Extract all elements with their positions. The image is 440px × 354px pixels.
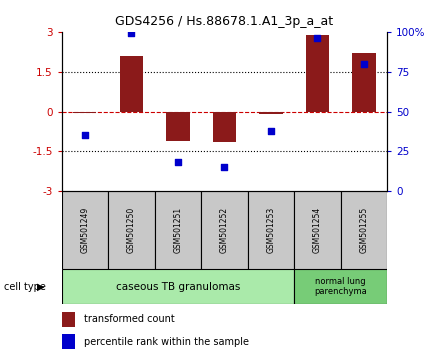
Bar [341,191,387,269]
Bar [62,312,75,327]
Text: GSM501251: GSM501251 [173,207,183,253]
Bar [166,112,190,141]
Text: GSM501254: GSM501254 [313,207,322,253]
Title: GDS4256 / Hs.88678.1.A1_3p_a_at: GDS4256 / Hs.88678.1.A1_3p_a_at [115,15,334,28]
Text: transformed count: transformed count [84,314,174,324]
Bar [201,191,248,269]
Bar [259,112,282,114]
Point [174,160,181,165]
Text: caseous TB granulomas: caseous TB granulomas [116,282,240,292]
Bar [62,334,75,349]
Bar [248,191,294,269]
Bar [306,35,329,112]
Text: ▶: ▶ [37,282,45,292]
Text: percentile rank within the sample: percentile rank within the sample [84,337,249,347]
Point [360,61,367,67]
Text: cell type: cell type [4,282,46,292]
Bar [154,191,201,269]
Bar [352,53,376,112]
Point [268,128,275,133]
Text: GSM501250: GSM501250 [127,207,136,253]
Bar [294,191,341,269]
Text: normal lung
parenchyma: normal lung parenchyma [314,277,367,296]
Text: GSM501249: GSM501249 [81,207,89,253]
Point [128,30,135,36]
Text: GSM501255: GSM501255 [359,207,368,253]
Bar [294,269,387,304]
Bar [62,269,294,304]
Bar [62,191,108,269]
Text: GSM501252: GSM501252 [220,207,229,253]
Point [221,164,228,170]
Bar [213,112,236,142]
Bar [73,112,96,113]
Text: GSM501253: GSM501253 [266,207,275,253]
Bar [108,191,154,269]
Point [314,35,321,41]
Bar [120,56,143,112]
Point [81,132,88,138]
